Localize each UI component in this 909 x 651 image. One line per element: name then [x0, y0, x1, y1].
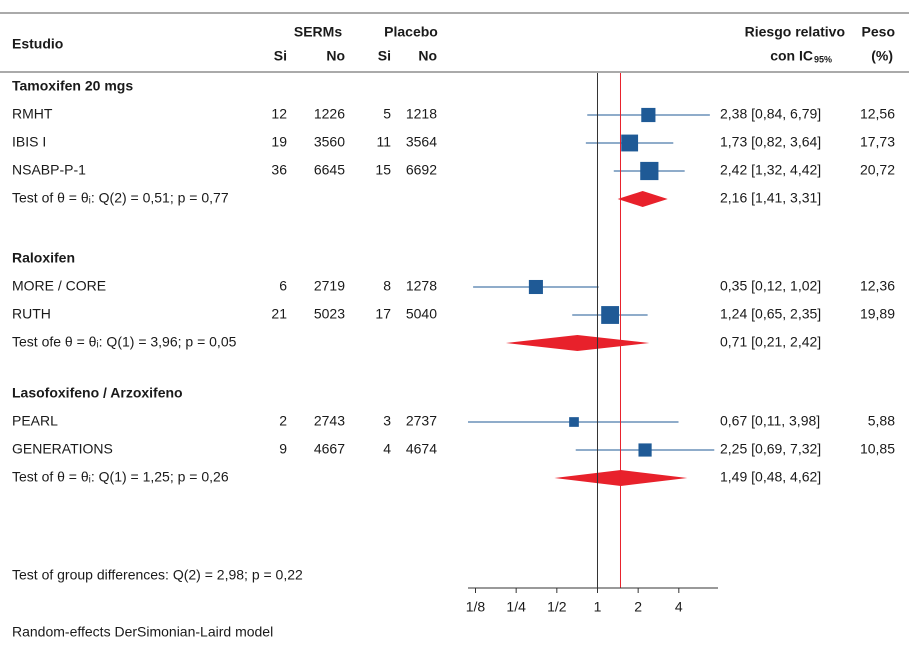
count: 2	[279, 413, 287, 429]
group-title: Raloxifen	[12, 250, 75, 266]
group-title: Tamoxifen 20 mgs	[12, 78, 133, 94]
study-name: MORE / CORE	[12, 278, 106, 294]
count: 1278	[406, 278, 437, 294]
weight-label: 12,56	[860, 106, 895, 122]
count: 21	[271, 306, 287, 322]
count: 11	[376, 134, 391, 150]
point-square	[621, 134, 639, 152]
pooled-diamond	[505, 335, 650, 351]
weight-label: 10,85	[860, 441, 895, 457]
pooled-label: 2,16 [1,41, 3,31]	[720, 190, 821, 206]
count: 4	[383, 441, 391, 457]
group-test: Test ofe θ = θᵢ: Q(1) = 3,96; p = 0,05	[12, 334, 237, 350]
count: 5	[383, 106, 391, 122]
study-name: IBIS I	[12, 134, 46, 150]
count: 1218	[406, 106, 437, 122]
rr-label: 2,25 [0,69, 7,32]	[720, 441, 821, 457]
header-rr: Riesgo relativo	[745, 24, 845, 40]
study-name: NSABP-P-1	[12, 162, 86, 178]
pooled-label: 0,71 [0,21, 2,42]	[720, 334, 821, 350]
header-no: No	[418, 48, 437, 64]
count: 2719	[314, 278, 345, 294]
pooled-diamond	[617, 191, 668, 207]
header-weight-unit: (%)	[871, 48, 893, 64]
header-weight: Peso	[862, 24, 895, 40]
count: 17	[375, 306, 391, 322]
rr-label: 2,38 [0,84, 6,79]	[720, 106, 821, 122]
study-name: RMHT	[12, 106, 53, 122]
pooled-label: 1,49 [0,48, 4,62]	[720, 469, 821, 485]
header-placebo: Placebo	[384, 24, 438, 40]
rr-label: 0,35 [0,12, 1,02]	[720, 278, 821, 294]
count: 3560	[314, 134, 345, 150]
group-test: Test of group differences: Q(2) = 2,98; …	[12, 567, 303, 583]
x-tick-label: 4	[675, 599, 683, 615]
x-tick-label: 1/8	[466, 599, 486, 615]
count: 5023	[314, 306, 345, 322]
count: 4674	[406, 441, 437, 457]
count: 1226	[314, 106, 345, 122]
header-si: Si	[274, 48, 287, 64]
group-test: Test of θ = θᵢ: Q(1) = 1,25; p = 0,26	[12, 469, 229, 485]
point-square	[641, 107, 656, 123]
x-tick-label: 1	[594, 599, 602, 615]
count: 6	[279, 278, 287, 294]
study-name: GENERATIONS	[12, 441, 113, 457]
count: 5040	[406, 306, 437, 322]
study-name: RUTH	[12, 306, 51, 322]
count: 15	[375, 162, 391, 178]
point-square	[640, 161, 659, 181]
count: 2737	[406, 413, 437, 429]
weight-label: 17,73	[860, 134, 895, 150]
header-rr-sub: 95%	[814, 54, 832, 64]
x-tick-label: 2	[634, 599, 642, 615]
point-square	[528, 279, 543, 295]
weight-label: 19,89	[860, 306, 895, 322]
footer: Random-effects DerSimonian-Laird model	[12, 624, 273, 640]
header-serms: SERMs	[294, 24, 342, 40]
header-si: Si	[378, 48, 391, 64]
rr-label: 2,42 [1,32, 4,42]	[720, 162, 821, 178]
count: 19	[271, 134, 287, 150]
rr-label: 0,67 [0,11, 3,98]	[720, 413, 820, 429]
point-square	[569, 417, 579, 427]
x-tick-label: 1/2	[547, 599, 567, 615]
count: 8	[383, 278, 391, 294]
count: 3564	[406, 134, 437, 150]
count: 2743	[314, 413, 345, 429]
weight-label: 12,36	[860, 278, 895, 294]
header-no: No	[326, 48, 345, 64]
count: 12	[271, 106, 287, 122]
rr-label: 1,73 [0,82, 3,64]	[720, 134, 821, 150]
x-tick-label: 1/4	[506, 599, 526, 615]
point-square	[638, 443, 652, 457]
weight-label: 5,88	[868, 413, 895, 429]
header-rr-ci: con IC	[770, 48, 813, 64]
rr-label: 1,24 [0,65, 2,35]	[720, 306, 821, 322]
point-square	[601, 306, 620, 324]
count: 9	[279, 441, 287, 457]
group-test: Test of θ = θᵢ: Q(2) = 0,51; p = 0,77	[12, 190, 229, 206]
weight-label: 20,72	[860, 162, 895, 178]
count: 36	[271, 162, 287, 178]
count: 4667	[314, 441, 345, 457]
group-title: Lasofoxifeno / Arzoxifeno	[12, 385, 183, 401]
count: 6645	[314, 162, 345, 178]
count: 6692	[406, 162, 437, 178]
header-study: Estudio	[12, 36, 63, 52]
study-name: PEARL	[12, 413, 58, 429]
count: 3	[383, 413, 391, 429]
